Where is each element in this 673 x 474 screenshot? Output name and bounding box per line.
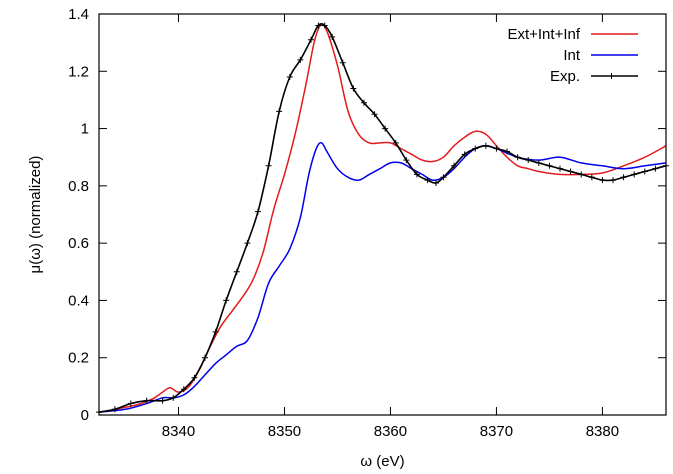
x-axis-label: ω (eV) <box>360 453 404 470</box>
x-tick-label: 8350 <box>268 423 301 440</box>
y-tick-label: 0.4 <box>68 292 89 309</box>
y-tick-label: 0.6 <box>68 235 89 252</box>
y-tick-label: 1.4 <box>68 6 89 23</box>
data-point-exp <box>504 148 511 155</box>
data-point-exp <box>546 162 553 169</box>
data-point-exp <box>360 99 367 106</box>
x-tick-label: 8380 <box>586 423 619 440</box>
legend-label-ext-int-inf: Ext+Int+Inf <box>507 26 580 43</box>
data-point-exp <box>321 22 328 29</box>
data-point-exp <box>143 397 150 404</box>
data-point-exp <box>201 354 208 361</box>
data-point-exp <box>382 125 389 132</box>
legend-label-int: Int <box>563 47 581 64</box>
data-point-exp <box>276 108 283 115</box>
data-point-exp <box>599 177 606 184</box>
data-point-exp <box>223 297 230 304</box>
data-point-exp <box>403 157 410 164</box>
data-point-exp <box>191 374 198 381</box>
data-point-exp <box>254 208 261 215</box>
x-tick-label: 8340 <box>162 423 195 440</box>
data-point-exp <box>127 400 134 407</box>
data-point-exp <box>212 328 219 335</box>
data-point-exp <box>307 36 314 43</box>
series-line-int <box>98 142 667 413</box>
series-line-ext-int-inf <box>98 23 667 413</box>
data-point-exp <box>567 168 574 175</box>
data-point-exp <box>514 154 521 161</box>
data-point-exp <box>350 85 357 92</box>
data-point-exp <box>413 171 420 178</box>
x-tick-label: 8360 <box>374 423 407 440</box>
data-point-exp <box>233 268 240 275</box>
data-point-exp <box>111 406 118 413</box>
data-point-exp <box>180 386 187 393</box>
series-layer <box>96 22 669 416</box>
data-point-exp <box>578 171 585 178</box>
data-point-exp <box>392 139 399 146</box>
data-point-exp <box>472 145 479 152</box>
y-tick-label: 0.2 <box>68 350 89 367</box>
data-point-exp <box>433 179 440 186</box>
data-point-exp <box>652 165 659 172</box>
data-point-exp <box>482 142 489 149</box>
data-point-exp <box>588 174 595 181</box>
y-tick-label: 0.8 <box>68 178 89 195</box>
plot-frame <box>98 13 667 416</box>
y-tick-label: 0 <box>81 407 89 424</box>
axis-ticks: 8340 8350 8360 8370 8380 0 0.2 0.4 0.6 0.8 1 1.2 1.4 <box>68 6 666 440</box>
data-point-exp <box>493 145 500 152</box>
data-point-exp <box>620 174 627 181</box>
data-point-exp <box>610 177 617 184</box>
y-axis-label: μ(ω) (normalized) <box>27 156 44 274</box>
data-point-exp <box>424 177 431 184</box>
data-point-exp <box>265 162 272 169</box>
data-point-exp <box>159 397 166 404</box>
legend: Ext+Int+Inf Int Exp. <box>507 26 638 85</box>
data-point-exp <box>641 168 648 175</box>
legend-marker-exp <box>608 73 615 79</box>
data-point-exp <box>297 56 304 63</box>
data-point-exp <box>315 22 322 29</box>
legend-label-exp: Exp. <box>550 68 580 85</box>
data-point-exp <box>244 240 251 247</box>
data-point-exp <box>339 59 346 66</box>
data-point-exp <box>286 74 293 81</box>
data-point-exp <box>535 159 542 166</box>
y-tick-label: 1 <box>81 121 89 138</box>
data-point-exp <box>170 394 177 401</box>
x-tick-label: 8370 <box>480 423 513 440</box>
data-point-exp <box>461 151 468 158</box>
data-point-exp <box>557 165 564 172</box>
series-line-exp <box>98 23 667 413</box>
data-point-exp <box>440 174 447 181</box>
data-point-exp <box>371 111 378 118</box>
data-point-exp <box>525 157 532 164</box>
data-point-exp <box>329 33 336 40</box>
data-point-exp <box>631 171 638 178</box>
data-point-exp <box>451 162 458 169</box>
y-tick-label: 1.2 <box>68 63 89 80</box>
